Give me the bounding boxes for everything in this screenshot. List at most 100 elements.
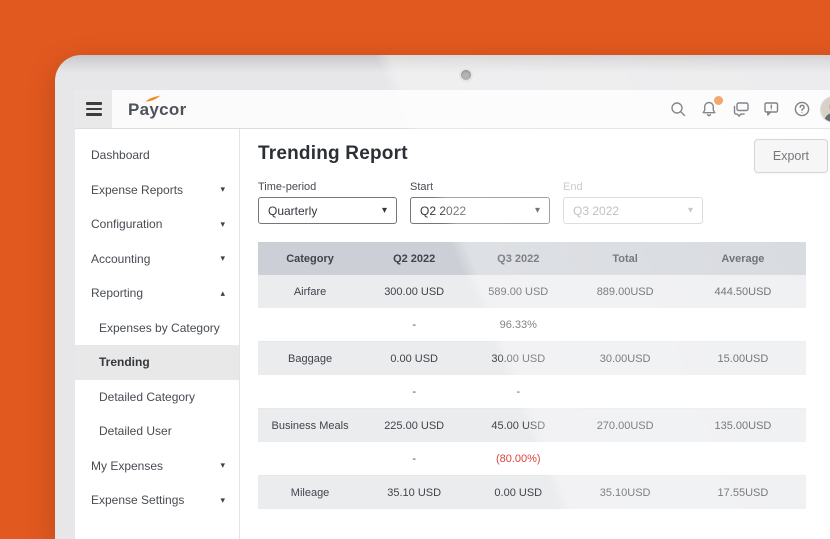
table-change-row <box>258 509 806 539</box>
sidebar-item-expenses-by-category[interactable]: Expenses by Category <box>75 311 239 346</box>
filter-start: Start Q2 2022 ▾ <box>410 181 550 224</box>
table-row: Airfare 300.00 USD 589.00 USD 889.00USD 444.… <box>258 275 806 308</box>
start-select[interactable]: Q2 2022 ▾ <box>410 197 550 224</box>
value-cell: 30.00 USD <box>491 352 546 365</box>
table-header-row: Category Q2 2022 Q3 2022 Total Average <box>258 242 806 275</box>
sidebar-item-expense-settings[interactable]: Expense Settings ▾ <box>75 483 239 518</box>
value-cell: 135.00USD <box>714 419 772 432</box>
select-value: Quarterly <box>268 203 318 218</box>
notifications-icon[interactable] <box>697 96 723 121</box>
chevron-up-icon: ▴ <box>220 287 225 298</box>
table-row: Business Meals 225.00 USD 45.00 USD 270.00U… <box>258 409 806 442</box>
column-header: Q2 2022 <box>393 252 436 265</box>
notification-badge <box>714 96 723 105</box>
sidebar-item-reporting[interactable]: Reporting ▴ <box>75 276 239 311</box>
table-row: Mileage 35.10 USD 0.00 USD 35.10USD 17.55USD <box>258 476 806 509</box>
sidebar-item-label: Trending <box>99 355 150 370</box>
value-cell: 300.00 USD <box>384 285 445 298</box>
sidebar-item-configuration[interactable]: Configuration ▾ <box>75 207 239 242</box>
category-cell: Business Meals <box>271 419 349 432</box>
laptop-camera <box>461 70 471 80</box>
sidebar-item-label: Detailed User <box>99 424 172 439</box>
filter-time-period: Time-period Quarterly ▾ <box>258 181 397 224</box>
value-cell: 589.00 USD <box>488 285 549 298</box>
value-cell: - <box>412 452 416 465</box>
sidebar-item-label: Reporting <box>91 286 144 301</box>
paycor-logo: Paycor <box>128 95 187 119</box>
table-change-row: -- <box>258 375 806 409</box>
filter-label: End <box>563 181 583 193</box>
sidebar-item-label: Dashboard <box>91 148 150 163</box>
hamburger-menu-icon[interactable] <box>75 90 112 128</box>
value-cell: 35.10USD <box>599 486 651 499</box>
body-row: Dashboard Expense Reports ▾ Configuration ▾ A… <box>75 129 830 539</box>
laptop-frame: Paycor Dashboard Expense Reports ▾ Configur… <box>55 55 830 539</box>
column-header: Average <box>721 252 765 265</box>
column-header: Q3 2022 <box>497 252 540 265</box>
value-cell: 15.00USD <box>717 352 769 365</box>
chevron-down-icon: ▾ <box>534 205 540 216</box>
chevron-down-icon: ▾ <box>220 218 225 229</box>
topbar-icons <box>666 96 830 122</box>
logo-swoosh-icon <box>145 95 161 101</box>
sidebar-item-detailed-category[interactable]: Detailed Category <box>75 380 239 415</box>
value-cell: 0.00 USD <box>390 352 439 365</box>
value-cell: 45.00 USD <box>491 419 546 432</box>
chevron-down-icon: ▾ <box>220 460 225 471</box>
filter-label: Time-period <box>258 181 317 193</box>
main-content: Trending Report Export Time-period Quarte… <box>240 129 830 539</box>
top-bar: Paycor <box>75 90 830 129</box>
value-cell: - <box>516 385 521 398</box>
sidebar-item-label: Expense Reports <box>91 182 184 197</box>
value-cell: 270.00USD <box>596 419 654 432</box>
category-cell: Airfare <box>293 285 327 298</box>
select-value: Q2 2022 <box>420 203 467 218</box>
table-change-row: - (80.00%) <box>258 442 806 476</box>
messages-icon[interactable] <box>728 97 752 121</box>
chevron-down-icon: ▾ <box>220 184 225 195</box>
table-row: Baggage 0.00 USD 30.00 USD 30.00USD 15.00USD <box>258 342 806 375</box>
chevron-down-icon: ▾ <box>220 253 225 264</box>
sidebar-item-label: Expenses by Category <box>99 320 220 335</box>
main-header: Trending Report Export <box>258 137 830 177</box>
chevron-down-icon: ▾ <box>220 494 225 505</box>
value-cell: 0.00 USD <box>494 486 543 499</box>
value-cell: 889.00USD <box>596 285 654 298</box>
sidebar-item-detailed-user[interactable]: Detailed User <box>75 414 239 449</box>
value-cell: 444.50USD <box>714 285 772 298</box>
sidebar-item-accounting[interactable]: Accounting ▾ <box>75 242 239 277</box>
column-header: Category <box>286 252 334 265</box>
sidebar-item-my-expenses[interactable]: My Expenses ▾ <box>75 449 239 484</box>
sidebar-item-label: Expense Settings <box>91 493 185 508</box>
sidebar-item-label: Detailed Category <box>99 389 196 404</box>
report-filters: Time-period Quarterly ▾ Start Q2 2022 ▾ End Q3 … <box>258 181 830 224</box>
sidebar-item-label: My Expenses <box>91 458 164 473</box>
sidebar-item-label: Accounting <box>91 251 151 266</box>
column-header: Total <box>612 252 638 265</box>
value-cell: 96.33% <box>499 318 537 331</box>
logo-text: Paycor <box>128 99 187 119</box>
time-period-select[interactable]: Quarterly ▾ <box>258 197 397 224</box>
value-cell: (80.00%) <box>495 452 541 465</box>
page-title: Trending Report <box>258 143 408 164</box>
sidebar-nav: Dashboard Expense Reports ▾ Configuration ▾ A… <box>75 129 240 539</box>
end-select: Q3 2022 ▾ <box>563 197 703 224</box>
user-avatar[interactable] <box>821 96 830 122</box>
sidebar-item-trending[interactable]: Trending <box>75 345 239 380</box>
value-cell: - <box>412 385 416 398</box>
search-icon[interactable] <box>666 97 690 121</box>
value-cell: 225.00 USD <box>384 419 445 432</box>
filter-label: Start <box>410 181 434 193</box>
category-cell: Baggage <box>288 352 333 365</box>
value-cell: - <box>412 318 416 331</box>
value-cell: 35.10 USD <box>387 486 442 499</box>
value-cell: 30.00USD <box>599 352 651 365</box>
sidebar-item-expense-reports[interactable]: Expense Reports ▾ <box>75 173 239 208</box>
filter-end: End Q3 2022 ▾ <box>563 181 703 224</box>
feedback-icon[interactable] <box>759 97 783 121</box>
export-button[interactable]: Export <box>753 139 828 173</box>
help-icon[interactable] <box>790 97 814 121</box>
chevron-down-icon: ▾ <box>687 205 693 216</box>
value-cell: 17.55USD <box>717 486 769 499</box>
sidebar-item-dashboard[interactable]: Dashboard <box>75 138 239 173</box>
